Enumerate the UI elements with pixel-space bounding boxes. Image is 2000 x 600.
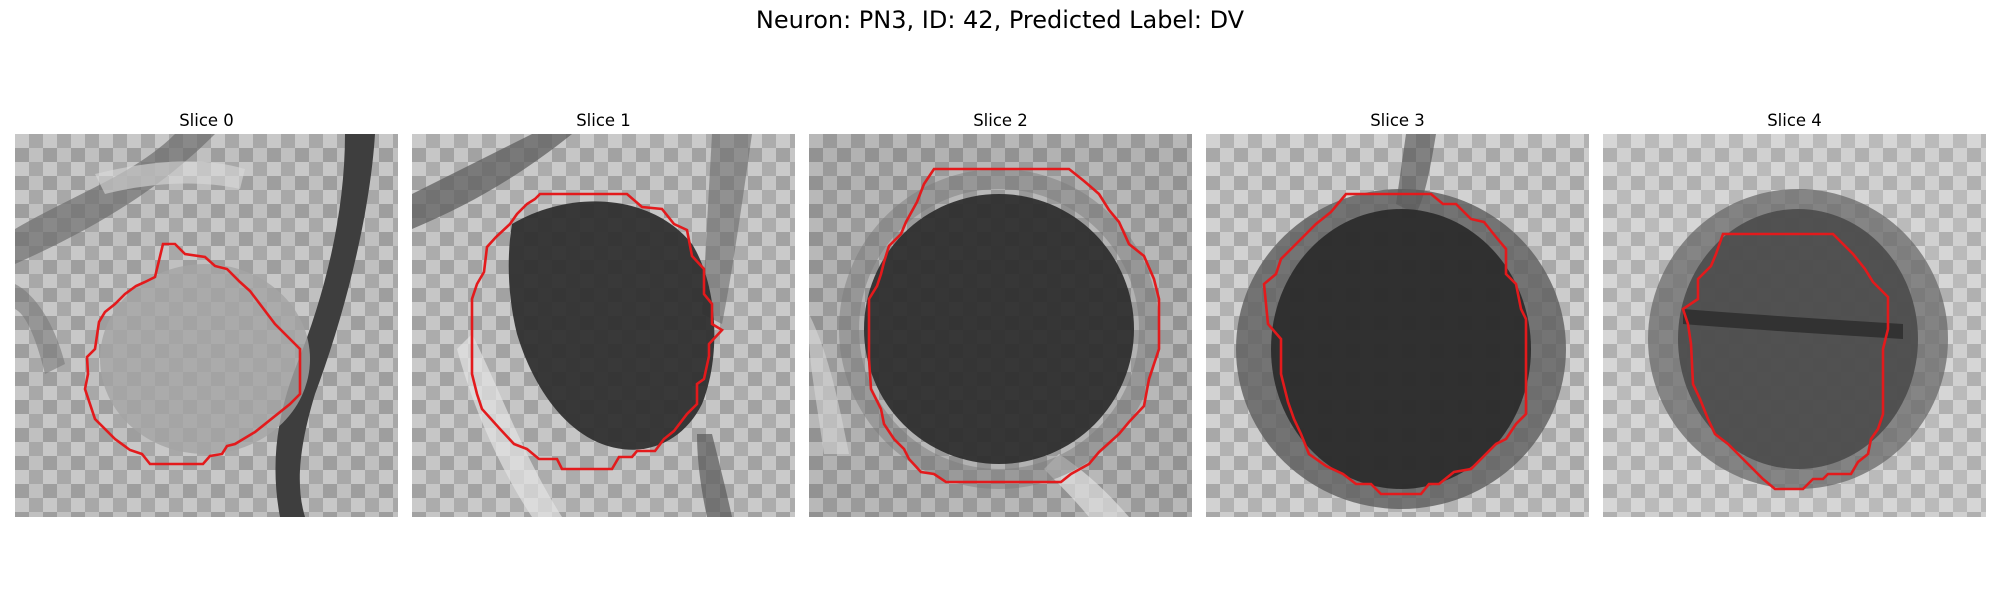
slice-image bbox=[1206, 134, 1589, 517]
slice-title: Slice 0 bbox=[179, 111, 234, 130]
slice-title: Slice 3 bbox=[1370, 111, 1425, 130]
soma-contour bbox=[470, 192, 725, 471]
tissue-pattern bbox=[1206, 134, 1589, 517]
slice-panel-1: Slice 1 bbox=[412, 110, 795, 517]
soma-contour bbox=[867, 167, 1161, 484]
slice-panel-2: Slice 2 bbox=[809, 110, 1192, 517]
figure-title: Neuron: PN3, ID: 42, Predicted Label: DV bbox=[755, 6, 1245, 34]
slice-title: Slice 2 bbox=[973, 111, 1028, 130]
slice-image bbox=[1603, 134, 1986, 517]
soma-contour bbox=[83, 242, 302, 466]
slice-image bbox=[412, 134, 795, 517]
tissue-pattern bbox=[15, 134, 398, 517]
tissue-pattern bbox=[412, 134, 795, 517]
slice-panel-0: Slice 0 bbox=[15, 110, 398, 517]
soma-contour bbox=[1681, 232, 1890, 491]
slice-title: Slice 4 bbox=[1767, 111, 1822, 130]
soma-contour bbox=[1262, 192, 1528, 496]
slice-title: Slice 1 bbox=[576, 111, 631, 130]
slice-panel-4: Slice 4 bbox=[1603, 110, 1986, 517]
slice-image bbox=[15, 134, 398, 517]
tissue-pattern bbox=[1603, 134, 1986, 517]
slice-panel-3: Slice 3 bbox=[1206, 110, 1589, 517]
tissue-pattern bbox=[809, 134, 1192, 517]
slice-image bbox=[809, 134, 1192, 517]
